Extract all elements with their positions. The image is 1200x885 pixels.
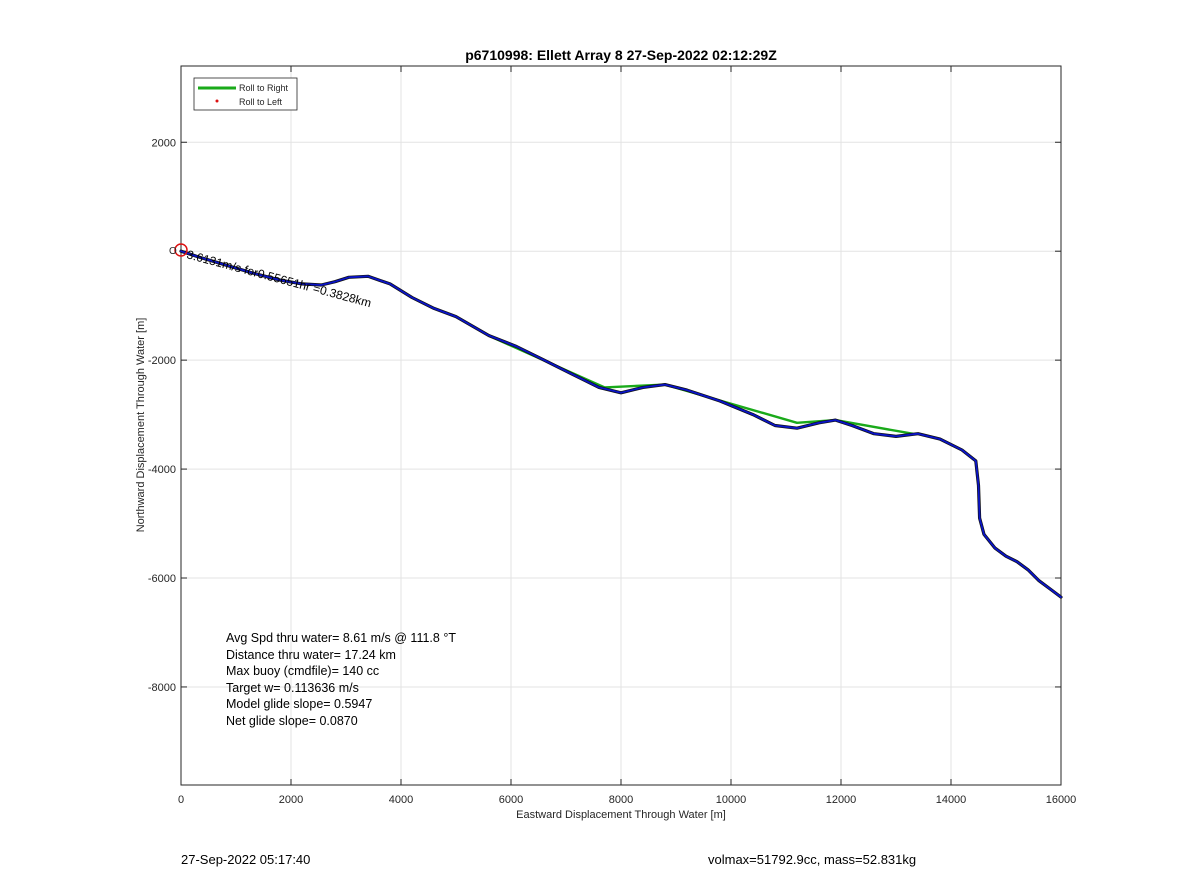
x-tick-label: 8000 <box>609 794 633 806</box>
footer-timestamp: 27-Sep-2022 05:17:40 <box>181 852 311 867</box>
x-tick-label: 16000 <box>1046 794 1077 806</box>
x-tick-label: 4000 <box>389 794 413 806</box>
y-tick-label: -2000 <box>148 355 176 367</box>
chart-title: p6710998: Ellett Array 8 27-Sep-2022 02:… <box>465 47 777 63</box>
footer-volmax: volmax=51792.9cc, mass=52.831kg <box>708 852 917 867</box>
x-tick-label: 10000 <box>716 794 747 806</box>
stats-block: Avg Spd thru water= 8.61 m/s @ 111.8 °T … <box>226 631 456 728</box>
data-series <box>179 249 1063 599</box>
stats-max-buoy: Max buoy (cmdfile)= 140 cc <box>226 664 379 678</box>
stats-avg-speed: Avg Spd thru water= 8.61 m/s @ 111.8 °T <box>226 631 456 645</box>
y-axis-label: Northward Displacement Through Water [m] <box>135 318 147 533</box>
x-tick-label: 12000 <box>826 794 857 806</box>
grid-lines <box>180 66 1062 785</box>
legend-roll-right-label: Roll to Right <box>239 83 289 93</box>
legend-box <box>193 77 298 111</box>
axis-ticks: 0 2000 4000 6000 8000 10000 12000 14000 16000 200… <box>148 66 1076 806</box>
legend-roll-left-marker <box>215 99 219 103</box>
legend-roll-left-label: Roll to Left <box>239 97 283 107</box>
legend: Roll to Right Roll to Left <box>193 77 298 111</box>
y-tick-label: -6000 <box>148 573 176 585</box>
start-marker: O <box>169 243 188 257</box>
series-line-track <box>180 250 1062 598</box>
stats-net-glide: Net glide slope= 0.0870 <box>226 714 358 728</box>
stats-target-w: Target w= 0.113636 m/s <box>226 681 359 695</box>
y-tick-label: 2000 <box>152 137 176 149</box>
y-tick-label: -4000 <box>148 464 176 476</box>
x-tick-label: 6000 <box>499 794 523 806</box>
stats-model-glide: Model glide slope= 0.5947 <box>226 697 372 711</box>
y-tick-label: -8000 <box>148 682 176 694</box>
stats-distance: Distance thru water= 17.24 km <box>226 648 396 662</box>
x-axis-label: Eastward Displacement Through Water [m] <box>516 809 726 821</box>
x-tick-label: 2000 <box>279 794 303 806</box>
start-circle <box>174 243 188 257</box>
x-tick-label: 0 <box>178 794 184 806</box>
x-tick-label: 14000 <box>936 794 967 806</box>
start-circle-label: O <box>169 246 177 257</box>
